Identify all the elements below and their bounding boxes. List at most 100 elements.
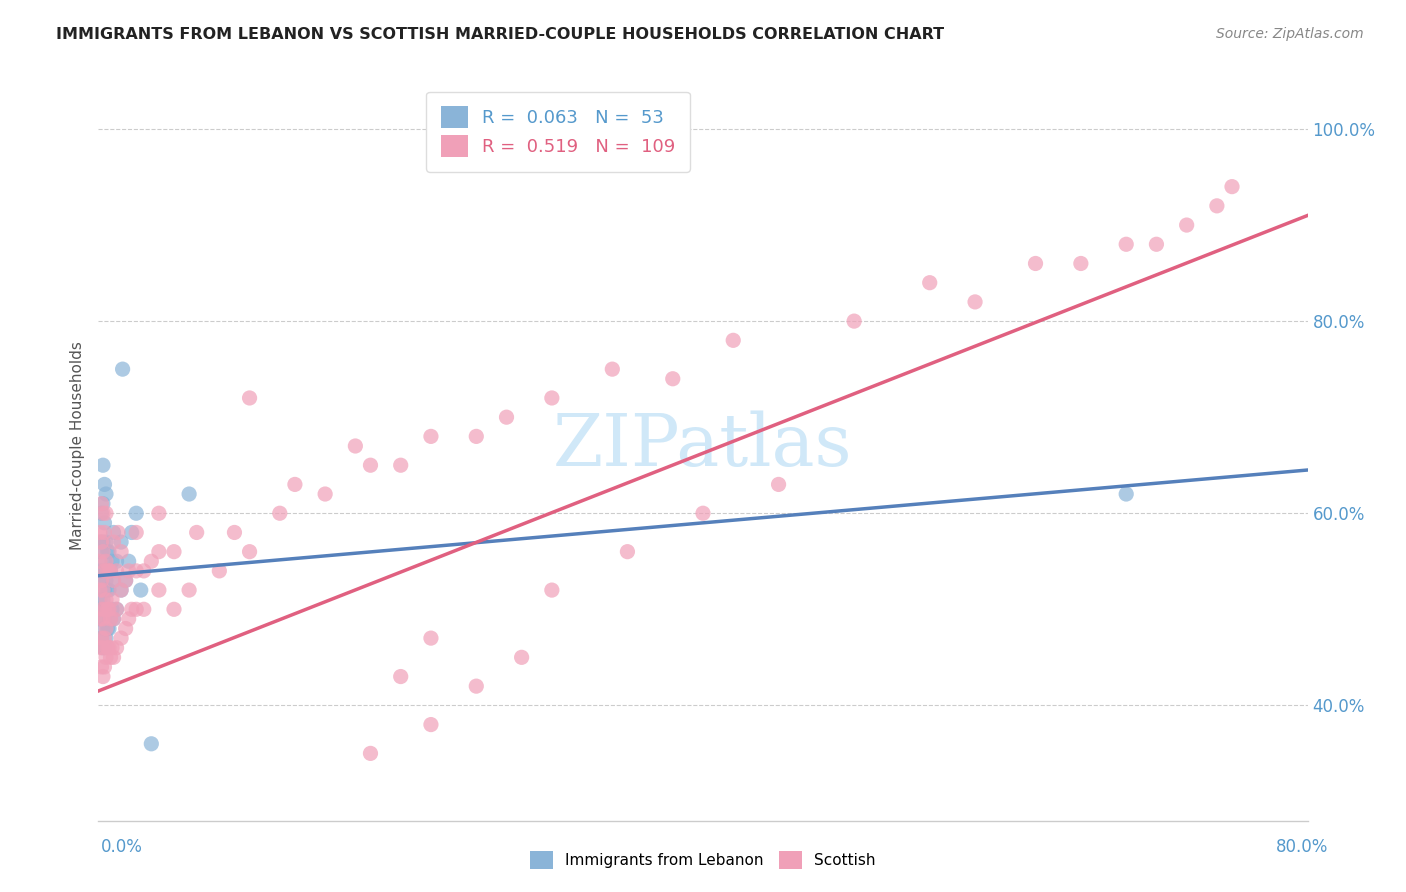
Point: [89, 592, 111, 607]
Point: [98, 640, 121, 655]
Point: [90, 660, 112, 674]
Point: [89, 525, 111, 540]
Point: [90, 631, 112, 645]
Point: [105, 602, 128, 616]
Point: [98, 583, 121, 598]
Point: [91, 622, 114, 636]
Point: [91, 592, 114, 607]
Point: [101, 554, 124, 568]
Point: [105, 602, 128, 616]
Point: [94, 622, 117, 636]
Point: [360, 458, 382, 473]
Point: [103, 574, 125, 588]
Point: [510, 650, 533, 665]
Point: [90, 574, 112, 588]
Point: [100, 564, 122, 578]
Point: [129, 583, 152, 598]
Point: [91, 458, 114, 473]
Point: [103, 650, 125, 665]
Point: [114, 574, 136, 588]
Point: [103, 612, 125, 626]
Point: [103, 525, 125, 540]
Point: [96, 602, 118, 616]
Point: [132, 602, 155, 616]
Point: [94, 574, 117, 588]
Point: [98, 544, 121, 558]
Point: [96, 564, 118, 578]
Point: [420, 631, 443, 645]
Point: [93, 640, 115, 655]
Point: [101, 602, 124, 616]
Point: [540, 391, 562, 405]
Legend: Immigrants from Lebanon, Scottish: Immigrants from Lebanon, Scottish: [524, 845, 882, 875]
Point: [239, 544, 262, 558]
Point: [1206, 199, 1229, 213]
Point: [389, 458, 412, 473]
Text: IMMIGRANTS FROM LEBANON VS SCOTTISH MARRIED-COUPLE HOUSEHOLDS CORRELATION CHART: IMMIGRANTS FROM LEBANON VS SCOTTISH MARR…: [56, 27, 945, 42]
Text: 0.0%: 0.0%: [101, 838, 143, 855]
Point: [208, 564, 231, 578]
Point: [661, 372, 683, 386]
Point: [110, 544, 132, 558]
Point: [110, 583, 132, 598]
Point: [239, 391, 262, 405]
Point: [389, 669, 412, 683]
Point: [118, 564, 141, 578]
Point: [94, 631, 117, 645]
Point: [89, 564, 111, 578]
Point: [91, 640, 114, 655]
Point: [103, 612, 125, 626]
Point: [91, 535, 114, 549]
Point: [114, 622, 136, 636]
Point: [93, 631, 115, 645]
Point: [98, 564, 121, 578]
Point: [269, 506, 291, 520]
Point: [314, 487, 336, 501]
Point: [105, 554, 128, 568]
Point: [90, 506, 112, 520]
Point: [1115, 237, 1137, 252]
Point: [93, 583, 115, 598]
Point: [1024, 256, 1046, 270]
Point: [163, 602, 186, 616]
Point: [90, 602, 112, 616]
Point: [89, 535, 111, 549]
Point: [100, 564, 122, 578]
Point: [495, 410, 517, 425]
Point: [1115, 487, 1137, 501]
Point: [103, 574, 125, 588]
Point: [89, 554, 111, 568]
Point: [465, 429, 488, 443]
Point: [96, 544, 118, 558]
Point: [93, 602, 115, 616]
Point: [91, 497, 114, 511]
Point: [110, 535, 132, 549]
Point: [89, 612, 111, 626]
Point: [692, 506, 714, 520]
Point: [91, 612, 114, 626]
Point: [91, 564, 114, 578]
Point: [224, 525, 246, 540]
Point: [121, 525, 143, 540]
Point: [284, 477, 307, 491]
Point: [91, 583, 114, 598]
Point: [101, 640, 124, 655]
Point: [768, 477, 790, 491]
Point: [107, 525, 129, 540]
Text: 80.0%: 80.0%: [1277, 838, 1329, 855]
Point: [94, 650, 117, 665]
Point: [163, 544, 186, 558]
Point: [93, 554, 115, 568]
Point: [148, 544, 170, 558]
Point: [100, 612, 122, 626]
Point: [93, 516, 115, 530]
Point: [105, 564, 128, 578]
Point: [103, 535, 125, 549]
Point: [420, 717, 443, 731]
Point: [98, 622, 121, 636]
Legend: R =  0.063   N =  53, R =  0.519   N =  109: R = 0.063 N = 53, R = 0.519 N = 109: [426, 92, 690, 172]
Point: [105, 640, 128, 655]
Point: [125, 506, 148, 520]
Point: [89, 612, 111, 626]
Text: Source: ZipAtlas.com: Source: ZipAtlas.com: [1216, 27, 1364, 41]
